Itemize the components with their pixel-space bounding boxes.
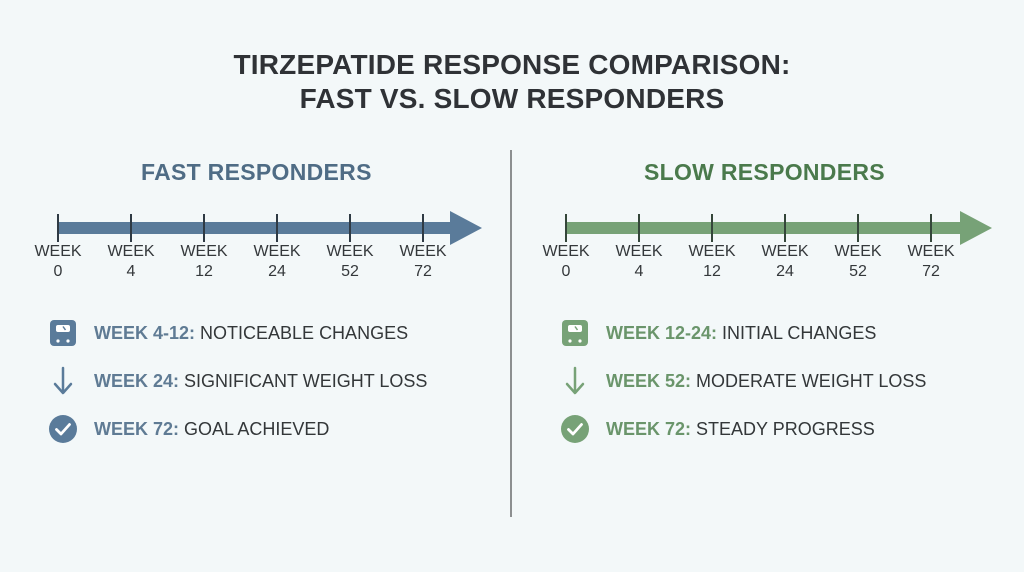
tick-label-word: WEEK [107, 243, 155, 260]
milestone-text: WEEK 72: GOAL ACHIEVED [94, 418, 329, 440]
fast-milestone-2: WEEK 24: SIGNIFICANT WEIGHT LOSS [48, 366, 488, 396]
tick-label-number: 0 [561, 263, 571, 280]
milestone-week: WEEK 72: [606, 419, 692, 439]
slow-responders-panel: SLOW RESPONDERS WEEK 0 WEEK 4 WEEK 12 WE… [512, 150, 1012, 480]
milestone-description: GOAL ACHIEVED [179, 419, 330, 439]
tick-label-word: WEEK [399, 243, 447, 260]
tick-label-word: WEEK [761, 243, 809, 260]
slow-milestone-2: WEEK 52: MODERATE WEIGHT LOSS [560, 366, 1000, 396]
fast-tick-label: WEEK 52 [320, 242, 380, 282]
scale-icon [560, 318, 590, 348]
fast-tick-label: WEEK 12 [174, 242, 234, 282]
tick-label-word: WEEK [615, 243, 663, 260]
tick-label-number: 12 [703, 263, 721, 280]
fast-tick-label: WEEK 4 [101, 242, 161, 282]
tick-label-word: WEEK [253, 243, 301, 260]
tick-label-word: WEEK [907, 243, 955, 260]
tick-label-number: 52 [849, 263, 867, 280]
tick-label-number: 72 [922, 263, 940, 280]
milestone-text: WEEK 24: SIGNIFICANT WEIGHT LOSS [94, 370, 427, 392]
tick-label-number: 52 [341, 263, 359, 280]
slow-timeline-arrowhead [960, 211, 992, 245]
page-title: TIRZEPATIDE RESPONSE COMPARISON: FAST VS… [0, 48, 1024, 116]
fast-tick-label: WEEK 72 [393, 242, 453, 282]
tick-label-word: WEEK [834, 243, 882, 260]
fast-timeline-arrow [57, 211, 482, 245]
slow-tick-label: WEEK 4 [609, 242, 669, 282]
slow-timeline-arrow [565, 211, 992, 245]
slow-tick-label: WEEK 0 [536, 242, 596, 282]
milestone-week: WEEK 4-12: [94, 323, 196, 343]
fast-milestone-1: WEEK 4-12: NOTICEABLE CHANGES [48, 318, 488, 348]
scale-icon [48, 318, 78, 348]
milestone-description: SIGNIFICANT WEIGHT LOSS [179, 371, 428, 391]
slow-tick-label: WEEK 24 [755, 242, 815, 282]
milestone-text: WEEK 12-24: INITIAL CHANGES [606, 322, 876, 344]
slow-responders-heading: SLOW RESPONDERS [644, 159, 885, 185]
tick-label-number: 24 [268, 263, 286, 280]
title-line-2: FAST VS. SLOW RESPONDERS [299, 83, 725, 114]
slow-tick-labels: WEEK 0 WEEK 4 WEEK 12 WEEK 24 WEEK 52 WE… [512, 242, 972, 286]
milestone-description: MODERATE WEIGHT LOSS [691, 371, 927, 391]
tick-label-number: 4 [126, 263, 136, 280]
milestone-week: WEEK 24: [94, 371, 180, 391]
milestone-week: WEEK 12-24: [606, 323, 718, 343]
milestone-description: STEADY PROGRESS [691, 419, 875, 439]
fast-timeline-bar [58, 222, 454, 234]
arrow-down-icon [48, 366, 78, 396]
fast-tick-label: WEEK 24 [247, 242, 307, 282]
slow-tick-label: WEEK 12 [682, 242, 742, 282]
check-circle-icon [560, 414, 590, 444]
tick-label-word: WEEK [542, 243, 590, 260]
milestone-text: WEEK 52: MODERATE WEIGHT LOSS [606, 370, 926, 392]
tick-label-number: 0 [53, 263, 63, 280]
slow-tick-label: WEEK 72 [901, 242, 961, 282]
slow-milestone-3: WEEK 72: STEADY PROGRESS [560, 414, 1000, 444]
tick-label-number: 12 [195, 263, 213, 280]
fast-responders-heading: FAST RESPONDERS [141, 159, 372, 185]
fast-timeline-arrowhead [450, 211, 482, 245]
tick-label-word: WEEK [688, 243, 736, 260]
tick-label-number: 4 [634, 263, 644, 280]
tick-label-word: WEEK [326, 243, 374, 260]
slow-milestone-1: WEEK 12-24: INITIAL CHANGES [560, 318, 1000, 348]
tick-label-word: WEEK [34, 243, 82, 260]
panel-divider [510, 150, 512, 517]
tick-label-number: 72 [414, 263, 432, 280]
tick-label-word: WEEK [180, 243, 228, 260]
milestone-description: NOTICEABLE CHANGES [195, 323, 409, 343]
fast-tick-labels: WEEK 0 WEEK 4 WEEK 12 WEEK 24 WEEK 52 WE… [0, 242, 460, 286]
milestone-text: WEEK 72: STEADY PROGRESS [606, 418, 875, 440]
check-circle-icon [48, 414, 78, 444]
fast-milestone-3: WEEK 72: GOAL ACHIEVED [48, 414, 488, 444]
milestone-week: WEEK 52: [606, 371, 692, 391]
milestone-week: WEEK 72: [94, 419, 180, 439]
milestone-description: INITIAL CHANGES [717, 323, 877, 343]
tick-label-number: 24 [776, 263, 794, 280]
fast-responders-panel: FAST RESPONDERS WEEK 0 WEEK 4 WEEK 12 WE… [0, 150, 500, 480]
fast-tick-label: WEEK 0 [28, 242, 88, 282]
title-line-1: TIRZEPATIDE RESPONSE COMPARISON: [233, 49, 791, 80]
arrow-down-icon [560, 366, 590, 396]
slow-timeline-bar [566, 222, 964, 234]
slow-tick-label: WEEK 52 [828, 242, 888, 282]
milestone-text: WEEK 4-12: NOTICEABLE CHANGES [94, 322, 408, 344]
